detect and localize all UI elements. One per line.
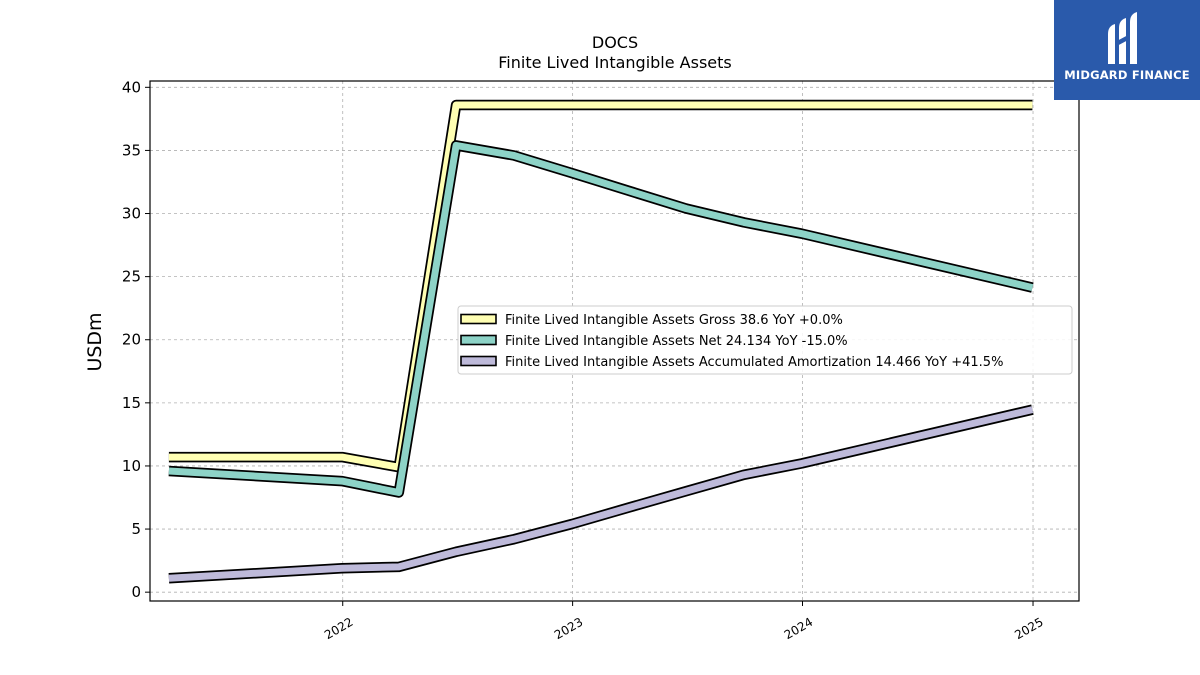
y-tick-label: 0 [131, 583, 141, 601]
y-tick-label: 5 [131, 520, 141, 538]
x-tick-label: 2023 [552, 615, 585, 642]
legend-swatch [460, 355, 497, 367]
x-tick-label: 2025 [1012, 615, 1045, 642]
series-line [168, 141, 1034, 496]
y-tick-label: 10 [122, 457, 141, 475]
series-line [168, 101, 1033, 471]
series-line [168, 406, 1034, 582]
series-layer [168, 99, 1034, 584]
series-1 [168, 99, 1033, 473]
legend-box [457, 305, 1073, 375]
y-tick-label: 30 [122, 205, 141, 223]
y-tick-label: 35 [122, 141, 141, 159]
brand-logo-mark-icon [1108, 12, 1137, 64]
y-tick-label: 15 [122, 394, 141, 412]
legend-swatch [460, 313, 497, 325]
chart-title: DOCS [592, 33, 638, 52]
series-line-outline [168, 99, 1033, 473]
series-2 [168, 140, 1034, 498]
y-tick-label: 20 [122, 331, 141, 349]
plot-frame [149, 80, 1080, 602]
brand-logo: MIDGARD FINANCE [1054, 0, 1200, 100]
brand-name: MIDGARD FINANCE [1064, 68, 1190, 82]
x-tick-label: 2022 [322, 615, 355, 642]
y-tick-label: 25 [122, 268, 141, 286]
x-tick-label: 2024 [782, 615, 815, 642]
legend-entry-label: Finite Lived Intangible Assets Gross 38.… [505, 313, 843, 328]
series-3 [168, 404, 1034, 584]
legend-entry-label: Finite Lived Intangible Assets Accumulat… [505, 355, 1003, 370]
legend-entry-label: Finite Lived Intangible Assets Net 24.13… [505, 334, 848, 349]
series-line-outline [168, 404, 1034, 584]
y-axis-label: USDm [84, 312, 106, 371]
legend: Finite Lived Intangible Assets Gross 38.… [457, 305, 1073, 375]
y-tick-label: 40 [122, 78, 141, 96]
chart-subtitle: Finite Lived Intangible Assets [498, 53, 731, 72]
legend-swatch [460, 334, 497, 346]
